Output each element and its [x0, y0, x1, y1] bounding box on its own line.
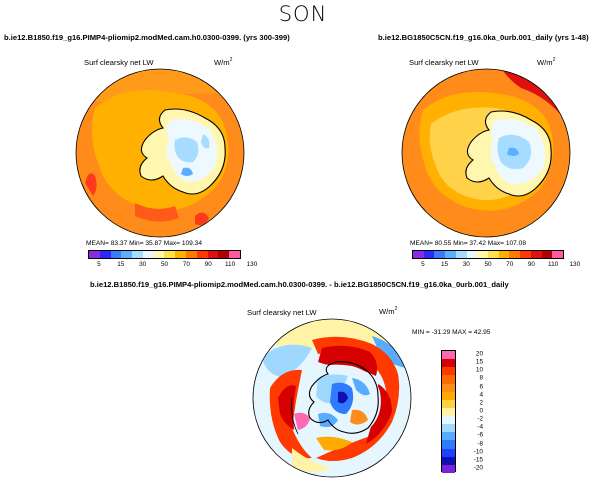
right-variable-title: Surf clearsky net LW: [409, 58, 479, 67]
right-polar-map: [401, 68, 571, 238]
difference-color-swatch: [442, 359, 455, 368]
difference-min-max: MIN = -31.29 MAX = 42.95: [412, 329, 491, 336]
right-color-swatch: [498, 251, 510, 258]
season-title: SON: [278, 2, 328, 26]
difference-coastline: [308, 361, 379, 434]
difference-colorbar-ticks: 20 15 10 8 6 4 2 0 -2 -4 -6 -8 -10 -15 -20: [459, 350, 483, 472]
difference-tick-label: 4: [479, 391, 483, 399]
right-color-swatch: [466, 251, 478, 258]
right-color-swatch: [423, 251, 435, 258]
left-variable-title: Surf clearsky net LW: [84, 58, 154, 67]
left-color-swatch: [99, 251, 111, 258]
difference-color-swatch: [442, 456, 455, 465]
right-color-swatch: [530, 251, 542, 258]
right-color-swatch: [434, 251, 446, 258]
left-units: W/m2: [214, 57, 233, 67]
left-color-swatch: [186, 251, 197, 258]
difference-colorbar: [441, 350, 456, 473]
difference-tick-label: -2: [477, 415, 483, 423]
left-polar-map: [75, 68, 245, 238]
right-tick-label: 15: [441, 261, 449, 268]
left-tick-label: 30: [139, 261, 147, 268]
right-color-swatch: [520, 251, 531, 258]
difference-tick-label: -4: [477, 423, 483, 431]
left-color-swatch: [229, 251, 240, 258]
left-color-swatch: [218, 251, 230, 258]
right-tick-label: 5: [421, 261, 425, 268]
left-tick-label: 130: [246, 261, 258, 268]
right-units: W/m2: [537, 57, 556, 67]
left-coastline: [139, 108, 226, 195]
left-tick-label: 70: [182, 261, 190, 268]
right-color-swatch: [488, 251, 499, 258]
difference-tick-label: 6: [479, 383, 483, 391]
left-color-swatch: [121, 251, 133, 258]
difference-color-swatch: [442, 416, 455, 425]
right-coastline: [465, 110, 552, 197]
left-tick-label: 110: [224, 261, 236, 268]
right-tick-label: 70: [506, 261, 514, 268]
difference-tick-label: 8: [479, 374, 483, 382]
left-colorbar: [88, 250, 241, 259]
left-color-swatch: [142, 251, 154, 258]
left-tick-label: 50: [160, 261, 169, 268]
right-color-swatch: [445, 251, 456, 258]
difference-tick-label: -6: [477, 431, 483, 439]
difference-tick-label: -15: [473, 456, 483, 464]
right-color-swatch: [455, 251, 467, 258]
difference-color-swatch: [442, 351, 455, 360]
difference-tick-label: 10: [475, 366, 483, 374]
left-color-swatch: [132, 251, 143, 258]
difference-color-swatch: [442, 424, 455, 433]
difference-tick-label: -20: [473, 464, 483, 472]
right-tick-label: 110: [548, 261, 559, 268]
left-color-swatch: [164, 251, 176, 258]
right-color-swatch: [413, 251, 424, 258]
left-stats: MEAN= 83.37 Min= 35.87 Max= 109.34: [86, 240, 203, 247]
right-tick-label: 90: [527, 261, 535, 268]
difference-color-swatch: [442, 367, 455, 376]
left-tick-label: 5: [97, 261, 101, 268]
difference-color-swatch: [442, 464, 455, 473]
difference-polar-map: [252, 318, 412, 478]
left-color-swatch: [196, 251, 208, 258]
difference-units: W/m2: [379, 306, 398, 316]
difference-variable-title: Surf clearsky net LW: [247, 308, 317, 317]
right-tick-label: 30: [462, 261, 470, 268]
difference-color-swatch: [442, 375, 455, 384]
left-tick-label: 15: [117, 261, 125, 268]
left-color-swatch: [153, 251, 165, 258]
left-color-swatch: [175, 251, 187, 258]
right-tick-label: 130: [569, 261, 581, 268]
difference-run-title: b.ie12.B1850.f19_g16.PIMP4-pliomip2.modM…: [90, 280, 509, 289]
left-tick-label: 90: [204, 261, 212, 268]
left-color-swatch: [89, 251, 100, 258]
difference-tick-label: 0: [479, 407, 483, 415]
left-run-title: b.ie12.B1850.f19_g16.PIMP4-pliomip2.modM…: [4, 33, 290, 42]
difference-tick-label: 20: [475, 350, 483, 358]
left-color-swatch: [207, 251, 219, 258]
right-tick-label: 50: [484, 261, 492, 268]
right-color-swatch: [509, 251, 521, 258]
right-stats: MEAN= 80.55 Min= 37.42 Max= 107.08: [410, 240, 527, 247]
difference-color-swatch: [442, 399, 455, 408]
difference-color-swatch: [442, 407, 455, 416]
left-color-swatch: [110, 251, 122, 258]
difference-color-swatch: [442, 383, 455, 392]
difference-color-swatch: [442, 432, 455, 441]
difference-color-swatch: [442, 440, 455, 449]
difference-color-swatch: [442, 391, 455, 400]
right-color-swatch: [541, 251, 553, 258]
right-run-title: b.ie12.BG1850C5CN.f19_g16.0ka_0urb.001_d…: [378, 33, 589, 42]
right-color-swatch: [477, 251, 489, 258]
right-colorbar: [412, 250, 564, 259]
right-colorbar-ticks: 5 15 30 50 70 90 110 130: [412, 261, 580, 270]
difference-tick-label: -10: [473, 448, 483, 456]
difference-tick-label: 2: [479, 399, 483, 407]
difference-tick-label: 15: [475, 358, 483, 366]
difference-tick-label: -8: [477, 440, 483, 448]
right-color-swatch: [552, 251, 564, 258]
difference-color-swatch: [442, 448, 455, 457]
left-colorbar-ticks: 5 15 30 50 70 90 110 130: [88, 261, 257, 270]
